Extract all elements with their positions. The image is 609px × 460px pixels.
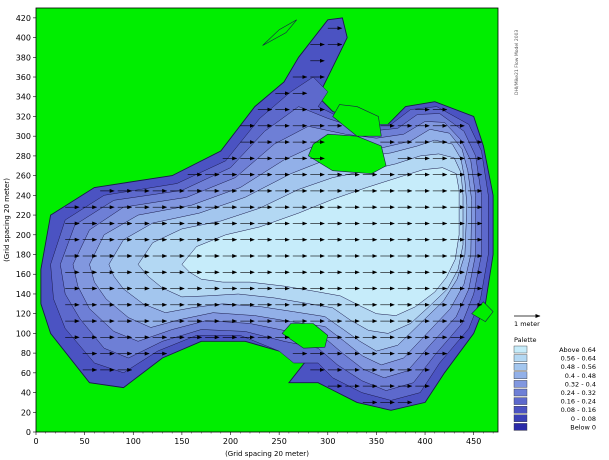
y-axis: 0 20 40 60 80 100 120 140 160 180 200 220 240 260 280 3…: [16, 14, 36, 437]
y-tick-label: 240: [16, 191, 31, 200]
land-patch: [307, 133, 387, 175]
legend-swatch: [513, 414, 528, 422]
x-tick-label: 200: [223, 437, 238, 446]
scale-arrow-label: 1 meter: [514, 320, 540, 328]
legend-title: Palette: [514, 336, 537, 344]
x-tick-label: 450: [466, 437, 481, 446]
y-axis-title: (Grid spacing 20 meter): [3, 178, 11, 262]
y-tick-label: 220: [16, 211, 31, 220]
legend-swatch: [513, 388, 528, 397]
legend-label: Above 0.64: [559, 346, 596, 354]
legend-label: 0.48 - 0.56: [561, 363, 596, 371]
y-tick-label: 180: [16, 251, 31, 260]
legend-swatch: [513, 371, 528, 379]
y-tick-label: 420: [16, 14, 31, 23]
y-tick-label: 280: [16, 152, 31, 161]
legend-label: 0.24 - 0.32: [561, 389, 596, 397]
y-tick-label: 300: [16, 132, 31, 141]
land-patch: [281, 323, 329, 349]
x-tick-label: 350: [369, 437, 384, 446]
y-tick-label: 0: [26, 428, 31, 437]
land-patches: [262, 19, 494, 349]
y-tick-label: 320: [16, 112, 31, 121]
credit-text: DHI/Mike21 Flow Model 2003: [514, 30, 520, 95]
y-tick-label: 340: [16, 93, 31, 102]
legend-swatch: [513, 354, 528, 362]
y-tick-label: 160: [16, 270, 31, 279]
y-tick-label: 380: [16, 53, 31, 62]
x-tick-label: 250: [272, 437, 287, 446]
flow-vectors: [65, 26, 483, 405]
x-tick-label: 300: [320, 437, 335, 446]
legend-swatch: [513, 406, 528, 414]
x-tick-label: 150: [174, 437, 189, 446]
legend-label: 0.32 - 0.4: [565, 380, 596, 388]
legend-swatch: [513, 397, 528, 405]
x-axis-title: (Grid spacing 20 meter): [225, 450, 309, 458]
land-patch: [262, 19, 297, 46]
y-tick-label: 80: [21, 349, 31, 358]
y-tick-label: 260: [16, 172, 31, 181]
x-tick-label: 0: [33, 437, 38, 446]
legend-swatch: [513, 423, 528, 431]
scale-arrow: 1 meter: [514, 314, 541, 328]
y-tick-label: 60: [21, 369, 31, 378]
legend-swatch: [513, 345, 528, 354]
legend-label: 0.08 - 0.16: [561, 406, 596, 414]
y-tick-label: 200: [16, 231, 31, 240]
legend-label: 0.4 - 0.48: [565, 372, 596, 380]
legend-label: 0 - 0.08: [571, 415, 596, 423]
x-tick-label: 400: [417, 437, 432, 446]
y-tick-label: 120: [16, 310, 31, 319]
plot-frame: [35, 7, 499, 433]
x-axis: 0 50 100 150 200 250 300 350 400 450: [33, 432, 494, 446]
y-tick-label: 40: [21, 389, 31, 398]
y-tick-label: 20: [21, 408, 31, 417]
legend-swatch: [513, 363, 528, 371]
x-tick-label: 50: [80, 437, 90, 446]
y-tick-label: 360: [16, 73, 31, 82]
legend-label: 0.56 - 0.64: [561, 355, 596, 363]
y-tick-label: 140: [16, 290, 31, 299]
legend-label: Below 0: [570, 423, 596, 431]
land-patch: [332, 104, 382, 137]
y-tick-label: 400: [16, 34, 31, 43]
y-tick-label: 100: [16, 329, 31, 338]
legend-label: 0.16 - 0.24: [561, 398, 596, 406]
x-tick-label: 100: [126, 437, 141, 446]
legend: Above 0.640.56 - 0.640.48 - 0.560.4 - 0.…: [513, 345, 596, 431]
legend-swatch: [513, 380, 528, 388]
